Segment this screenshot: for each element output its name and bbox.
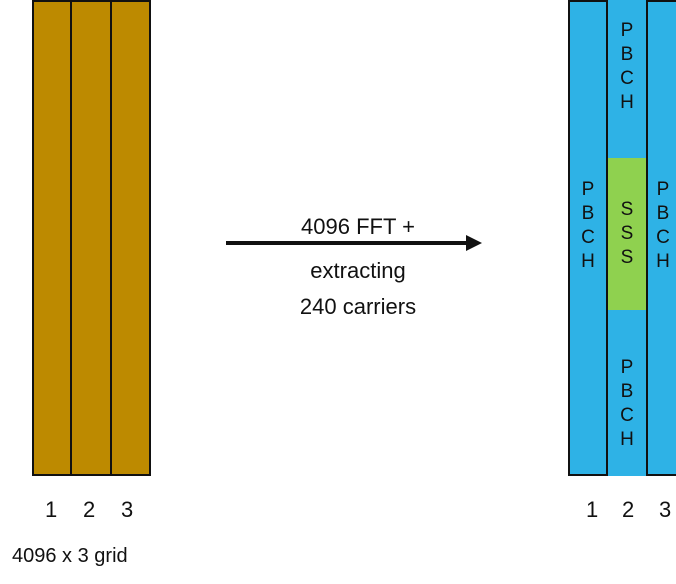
pbch-gap-top [608,134,646,160]
pbch-block-top: P B C H [608,0,646,136]
left-grid-column-1 [32,0,72,476]
right-column-label-2: 2 [622,497,635,522]
right-grid-column-2: P B C H S S S P B C H [606,0,648,476]
pbch-label-column-1: P B C H [570,178,606,274]
pbch-letter: C [620,68,634,89]
arrow-icon [226,235,482,251]
left-grid-caption: 4096 x 3 grid [12,545,128,567]
arrow-label-line-1: 4096 FFT + [301,214,415,239]
sss-letter: S [620,223,634,244]
pbch-letter: H [581,251,595,272]
pbch-letter: P [620,357,634,378]
right-column-label-3: 3 [659,497,672,522]
pbch-letter: H [656,251,670,272]
left-column-label-3: 3 [121,497,134,522]
pbch-letter: C [656,227,670,248]
pbch-letter: C [620,405,634,426]
arrow-label-line-3: 240 carriers [299,294,417,319]
pbch-gap-bottom [608,310,646,334]
pbch-label-column-3: P B C H [648,178,676,274]
pbch-letter: B [581,203,595,224]
pbch-letter: P [581,179,595,200]
right-grid-column-1: P B C H [568,0,608,476]
left-column-label-2: 2 [83,497,96,522]
arrow-label-line-2: extracting [310,258,406,283]
pbch-letter: C [581,227,595,248]
pbch-letter: B [656,203,670,224]
pbch-letter: B [620,44,634,65]
sss-block: S S S [608,158,646,312]
pbch-letter: B [620,381,634,402]
right-grid-column-3: P B C H [646,0,676,476]
left-column-label-1: 1 [45,497,58,522]
pbch-letter: P [656,179,670,200]
left-grid-column-3 [110,0,151,476]
pbch-letter: H [620,92,634,113]
right-column-label-1: 1 [586,497,599,522]
sss-letter: S [620,247,634,268]
pbch-letter: P [620,20,634,41]
sss-letter: S [620,199,634,220]
pbch-letter: H [620,429,634,450]
pbch-block-bottom: P B C H [608,332,646,476]
left-grid-column-2 [70,0,112,476]
